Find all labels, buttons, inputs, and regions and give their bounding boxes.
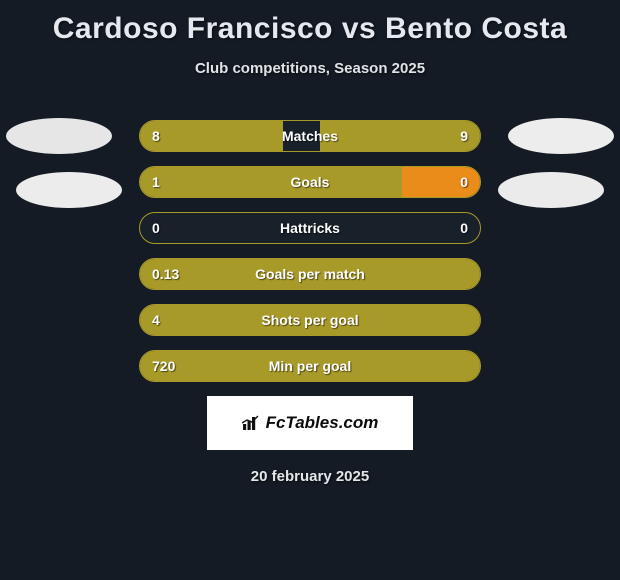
player-photo-right-1	[508, 118, 614, 154]
value-left: 720	[152, 358, 175, 374]
stat-row-gpm: 0.13 Goals per match	[139, 258, 481, 290]
brand-text: FcTables.com	[242, 413, 379, 433]
bar-right	[320, 121, 480, 151]
value-right: 0	[460, 220, 468, 236]
value-right: 0	[460, 174, 468, 190]
stat-label: Goals	[291, 174, 330, 190]
value-right: 9	[460, 128, 468, 144]
value-left: 8	[152, 128, 160, 144]
stat-label: Min per goal	[269, 358, 351, 374]
stat-label: Goals per match	[255, 266, 365, 282]
value-left: 0.13	[152, 266, 179, 282]
stat-label: Hattricks	[280, 220, 340, 236]
brand-label: FcTables.com	[266, 413, 379, 433]
brand-badge: FcTables.com	[207, 396, 413, 450]
bar-left	[140, 121, 283, 151]
stat-label: Matches	[282, 128, 338, 144]
stat-label: Shots per goal	[261, 312, 358, 328]
stat-row-hattricks: 0 Hattricks 0	[139, 212, 481, 244]
value-left: 4	[152, 312, 160, 328]
player-photo-left-1	[6, 118, 112, 154]
bar-right-zero	[402, 167, 480, 197]
player-photo-left-2	[16, 172, 122, 208]
stat-row-spg: 4 Shots per goal	[139, 304, 481, 336]
stat-row-mpg: 720 Min per goal	[139, 350, 481, 382]
player-photo-right-2	[498, 172, 604, 208]
subtitle: Club competitions, Season 2025	[0, 60, 620, 77]
value-left: 0	[152, 220, 160, 236]
page-title: Cardoso Francisco vs Bento Costa	[0, 0, 620, 46]
stat-row-matches: 8 Matches 9	[139, 120, 481, 152]
bar-left	[140, 167, 402, 197]
stat-row-goals: 1 Goals 0	[139, 166, 481, 198]
value-left: 1	[152, 174, 160, 190]
chart-icon	[242, 415, 262, 431]
date-text: 20 february 2025	[0, 468, 620, 485]
